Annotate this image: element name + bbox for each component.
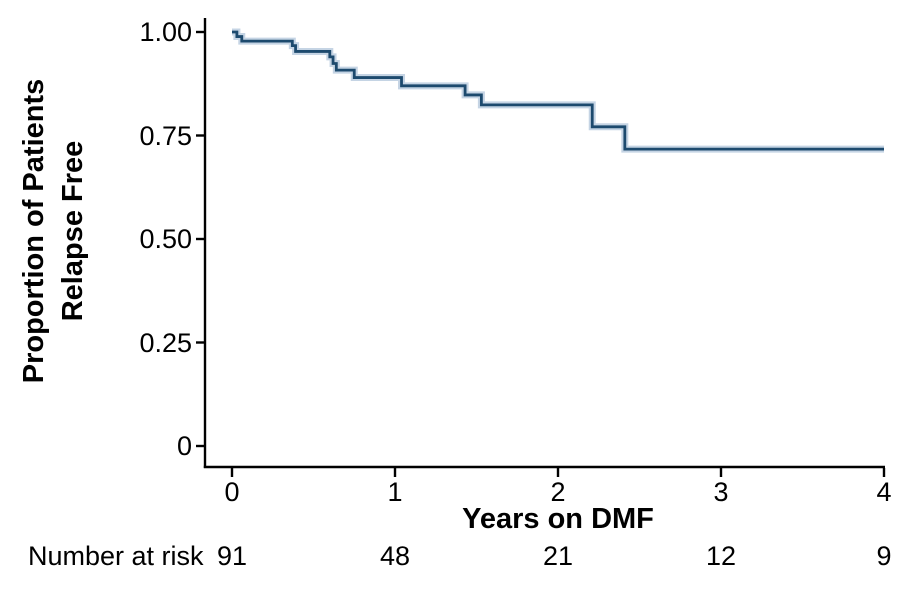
- y-tick-label: 0.75: [139, 120, 192, 151]
- y-axis-title: Proportion of Patients Relapse Free: [15, 31, 93, 431]
- y-axis-ticks: [196, 30, 205, 448]
- number-at-risk-count: 12: [705, 541, 737, 571]
- x-tick-label: 1: [387, 477, 403, 507]
- x-tick-label: 2: [550, 477, 566, 507]
- x-tick-label: 0: [224, 477, 240, 507]
- number-at-risk-label: Number at risk: [28, 541, 204, 571]
- x-tick-label: 3: [713, 477, 729, 507]
- y-axis-title-line2: Relapse Free: [57, 140, 89, 322]
- y-tick-label: 0.25: [139, 327, 192, 358]
- x-axis-title: Years on DMF: [462, 503, 654, 535]
- number-at-risk-count: 9: [876, 541, 892, 571]
- y-tick-label: 0.50: [139, 224, 192, 254]
- km-curve: [232, 30, 884, 151]
- number-at-risk-count: 48: [379, 541, 411, 571]
- y-axis-title-line1: Proportion of Patients: [18, 78, 50, 384]
- x-tick-label: 4: [876, 477, 892, 507]
- km-curve-halo: [232, 28, 884, 153]
- y-tick-label: 1.00: [139, 17, 192, 47]
- number-at-risk-count: 91: [216, 541, 248, 571]
- number-at-risk-count: 21: [542, 541, 574, 571]
- x-axis-ticks: [230, 468, 886, 477]
- y-tick-label: 0: [176, 431, 192, 461]
